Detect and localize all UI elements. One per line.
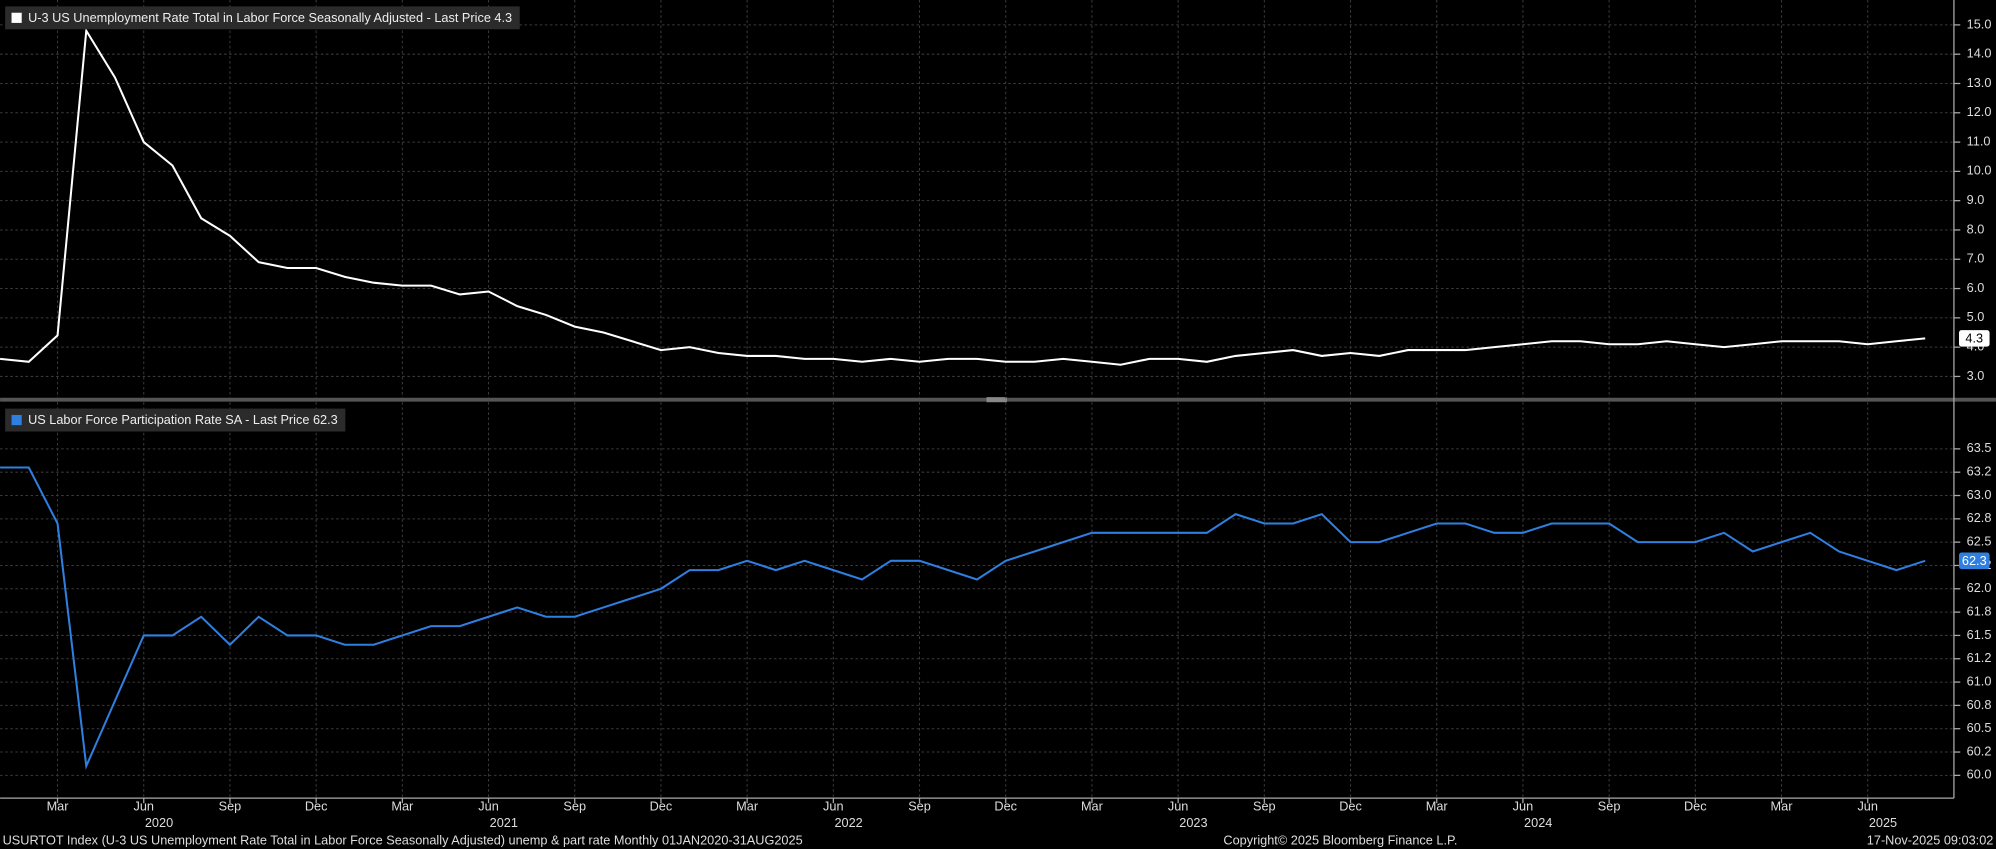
x-tick-label: Jun: [1513, 798, 1534, 813]
y-tick-label: 15.0: [1967, 16, 1992, 31]
legend-swatch: [11, 12, 22, 23]
x-tick-label: Mar: [1081, 798, 1104, 813]
y-tick-label: 61.5: [1967, 627, 1992, 642]
y-tick-label: 14.0: [1967, 46, 1992, 61]
x-tick-label: Sep: [219, 798, 242, 813]
y-tick-label: 8.0: [1967, 221, 1985, 236]
x-tick-label: Jun: [133, 798, 154, 813]
x-tick-label: Mar: [1426, 798, 1449, 813]
x-tick-label: Mar: [1771, 798, 1794, 813]
x-tick-label: Dec: [1339, 798, 1362, 813]
y-tick-label: 60.8: [1967, 697, 1992, 712]
x-tick-label: Sep: [563, 798, 586, 813]
last-price-tag: [1959, 552, 1990, 570]
footer-timestamp: 17-Nov-2025 09:03:02: [1867, 833, 1994, 848]
y-tick-label: 6.0: [1967, 280, 1985, 295]
x-tick-label: Dec: [650, 798, 673, 813]
y-tick-label: 63.0: [1967, 487, 1992, 502]
legend-text: US Labor Force Participation Rate SA - L…: [28, 412, 338, 427]
y-tick-label: 63.5: [1967, 440, 1992, 455]
x-tick-label: Dec: [305, 798, 328, 813]
legend-swatch: [11, 414, 22, 426]
x-tick-label: Jun: [1857, 798, 1878, 813]
y-tick-label: 3.0: [1967, 368, 1985, 383]
y-tick-label: 63.2: [1967, 464, 1992, 479]
last-price-tag: [1959, 330, 1990, 347]
x-tick-label: Jun: [823, 798, 844, 813]
y-tick-label: 61.8: [1967, 603, 1992, 618]
x-tick-label: Dec: [1684, 798, 1707, 813]
y-tick-label: 61.2: [1967, 650, 1992, 665]
x-tick-label: Mar: [47, 798, 70, 813]
y-tick-label: 62.5: [1967, 534, 1992, 549]
y-tick-label: 62.0: [1967, 580, 1992, 595]
legend-background: [5, 6, 520, 30]
x-year-label: 2024: [1524, 815, 1552, 830]
y-tick-label: 9.0: [1967, 192, 1985, 207]
y-tick-label: 12.0: [1967, 104, 1992, 119]
y-tick-label: 5.0: [1967, 309, 1985, 324]
y-tick-label: 60.5: [1967, 720, 1992, 735]
last-price-label: 62.3: [1962, 553, 1987, 568]
footer-copyright: Copyright© 2025 Bloomberg Finance L.P.: [1223, 833, 1457, 848]
y-tick-label: 60.2: [1967, 743, 1992, 758]
x-tick-label: Mar: [391, 798, 414, 813]
x-year-label: 2022: [834, 815, 862, 830]
x-year-label: 2020: [145, 815, 173, 830]
y-tick-label: 10.0: [1967, 163, 1992, 178]
legend: U-3 US Unemployment Rate Total in Labor …: [5, 6, 520, 30]
last-price-label: 4.3: [1965, 330, 1983, 345]
x-tick-label: Jun: [1168, 798, 1189, 813]
y-tick-label: 11.0: [1967, 133, 1991, 148]
x-tick-label: Sep: [908, 798, 931, 813]
legend-text: U-3 US Unemployment Rate Total in Labor …: [28, 10, 512, 25]
y-tick-label: 13.0: [1967, 75, 1992, 90]
legend: US Labor Force Participation Rate SA - L…: [5, 408, 346, 432]
x-year-label: 2023: [1179, 815, 1207, 830]
legend-background: [5, 408, 346, 432]
y-tick-label: 60.0: [1967, 767, 1992, 782]
y-tick-label: 61.0: [1967, 673, 1992, 688]
x-tick-label: Sep: [1598, 798, 1621, 813]
x-year-label: 2021: [490, 815, 518, 830]
y-tick-label: 7.0: [1967, 251, 1985, 266]
x-tick-label: Jun: [478, 798, 499, 813]
x-tick-label: Sep: [1253, 798, 1276, 813]
x-tick-label: Dec: [994, 798, 1017, 813]
resize-handle: [986, 397, 1007, 403]
x-tick-label: Mar: [736, 798, 759, 813]
y-tick-label: 62.8: [1967, 510, 1992, 525]
x-year-label: 2025: [1869, 815, 1897, 830]
series-line: [0, 466, 1926, 770]
footer-source: USURTOT Index (U-3 US Unemployment Rate …: [3, 833, 803, 848]
series-line: [0, 27, 1926, 366]
